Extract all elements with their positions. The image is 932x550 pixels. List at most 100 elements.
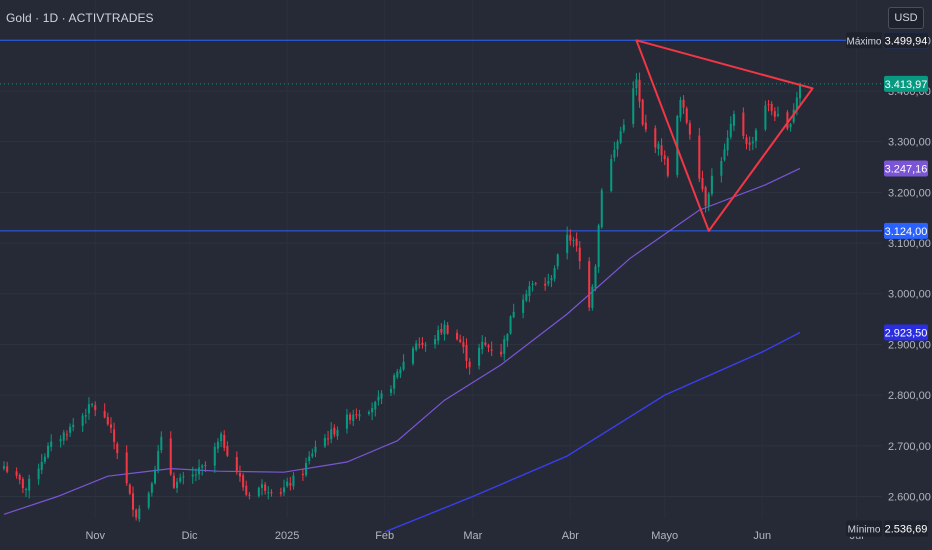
candle: [103, 403, 106, 419]
candle: [666, 156, 669, 178]
candle-body: [613, 149, 616, 158]
candle: [506, 333, 509, 348]
candle: [223, 430, 226, 452]
candle: [279, 487, 282, 497]
candle: [512, 303, 515, 319]
candle: [490, 341, 493, 357]
grid: [0, 0, 882, 518]
candle-body: [588, 261, 591, 308]
candle: [421, 337, 424, 349]
price-label-caption-box: [846, 32, 882, 49]
candle-body: [292, 475, 295, 487]
candle: [418, 337, 421, 349]
candle-body: [641, 99, 644, 125]
candle-body: [597, 225, 600, 268]
candle-body: [358, 414, 361, 417]
candle: [522, 294, 525, 319]
candle-body: [289, 483, 292, 486]
candle-body: [440, 328, 443, 333]
candle: [754, 127, 757, 149]
candle-body: [279, 492, 282, 494]
candle-body: [367, 411, 370, 414]
candle: [147, 491, 150, 510]
y-axis[interactable]: 2.600,00 2.700,00 2.800,00 2.900,00 3.000,00…: [888, 35, 931, 503]
candle-body: [751, 141, 754, 144]
candle-body: [172, 475, 175, 488]
candle-body: [176, 481, 179, 489]
candle: [333, 424, 336, 438]
candle-body: [635, 79, 638, 89]
candle: [465, 338, 468, 369]
candle: [704, 185, 707, 213]
candle: [109, 417, 112, 434]
candle-body: [374, 401, 377, 410]
candle: [87, 397, 90, 420]
candle-body: [786, 112, 789, 129]
price-label-box: [884, 324, 928, 341]
candle: [47, 442, 50, 459]
candle-body: [267, 492, 270, 494]
candle: [616, 139, 619, 157]
candle: [402, 354, 405, 372]
candle: [484, 336, 487, 347]
candle: [242, 472, 245, 491]
candle-body: [688, 123, 691, 135]
candle-body: [257, 487, 260, 497]
candle-body: [742, 112, 745, 137]
candle-body: [47, 445, 50, 458]
candle-body: [512, 311, 515, 318]
candle-body: [682, 99, 685, 108]
candle: [622, 119, 625, 134]
candle: [767, 99, 770, 112]
candle: [50, 434, 53, 452]
candle: [282, 479, 286, 497]
candle-body: [456, 332, 459, 340]
candle: [503, 335, 506, 361]
candle: [437, 325, 440, 345]
candles: [2, 72, 802, 522]
candle-body: [333, 427, 336, 435]
candle-body: [710, 175, 713, 195]
price-label: 3.247,16: [884, 160, 928, 177]
y-tick-label: 3.000,00: [888, 289, 931, 301]
candle-body: [525, 294, 528, 301]
candle: [352, 409, 355, 427]
candle-body: [399, 369, 402, 374]
candle: [446, 321, 449, 335]
candle-body: [732, 113, 735, 126]
candle-body: [345, 414, 348, 429]
currency-button[interactable]: USD: [888, 7, 924, 29]
candle: [345, 409, 348, 434]
candle-body: [654, 128, 657, 148]
candle: [2, 461, 6, 471]
candle: [286, 477, 289, 488]
candle: [216, 438, 219, 453]
x-tick-label: Abr: [562, 530, 579, 542]
price-label: 3.499,94 Máximo: [846, 32, 928, 49]
candle: [91, 402, 94, 408]
candle-body: [336, 429, 339, 437]
candle-body: [622, 124, 625, 131]
candle-body: [138, 508, 141, 520]
candle-body: [478, 347, 481, 366]
candle: [292, 472, 295, 490]
candle-body: [666, 158, 669, 176]
candle: [248, 492, 251, 500]
candle-body: [147, 493, 150, 508]
candle: [135, 508, 138, 521]
candle: [270, 489, 273, 497]
candle: [116, 441, 119, 460]
candle-body: [198, 467, 201, 475]
candle-body: [25, 489, 28, 491]
candle-body: [657, 143, 660, 150]
candle: [638, 72, 641, 108]
candle-body: [69, 426, 72, 433]
price-label-text: 2.923,50: [885, 328, 928, 340]
x-tick-label: Jun: [753, 530, 771, 542]
candle-body: [223, 434, 226, 448]
y-tick-label: 3.300,00: [888, 137, 931, 149]
candle: [396, 368, 399, 380]
candle-body: [723, 149, 726, 160]
x-axis[interactable]: NovDic2025FebMarAbrMayoJunJul: [85, 530, 863, 542]
